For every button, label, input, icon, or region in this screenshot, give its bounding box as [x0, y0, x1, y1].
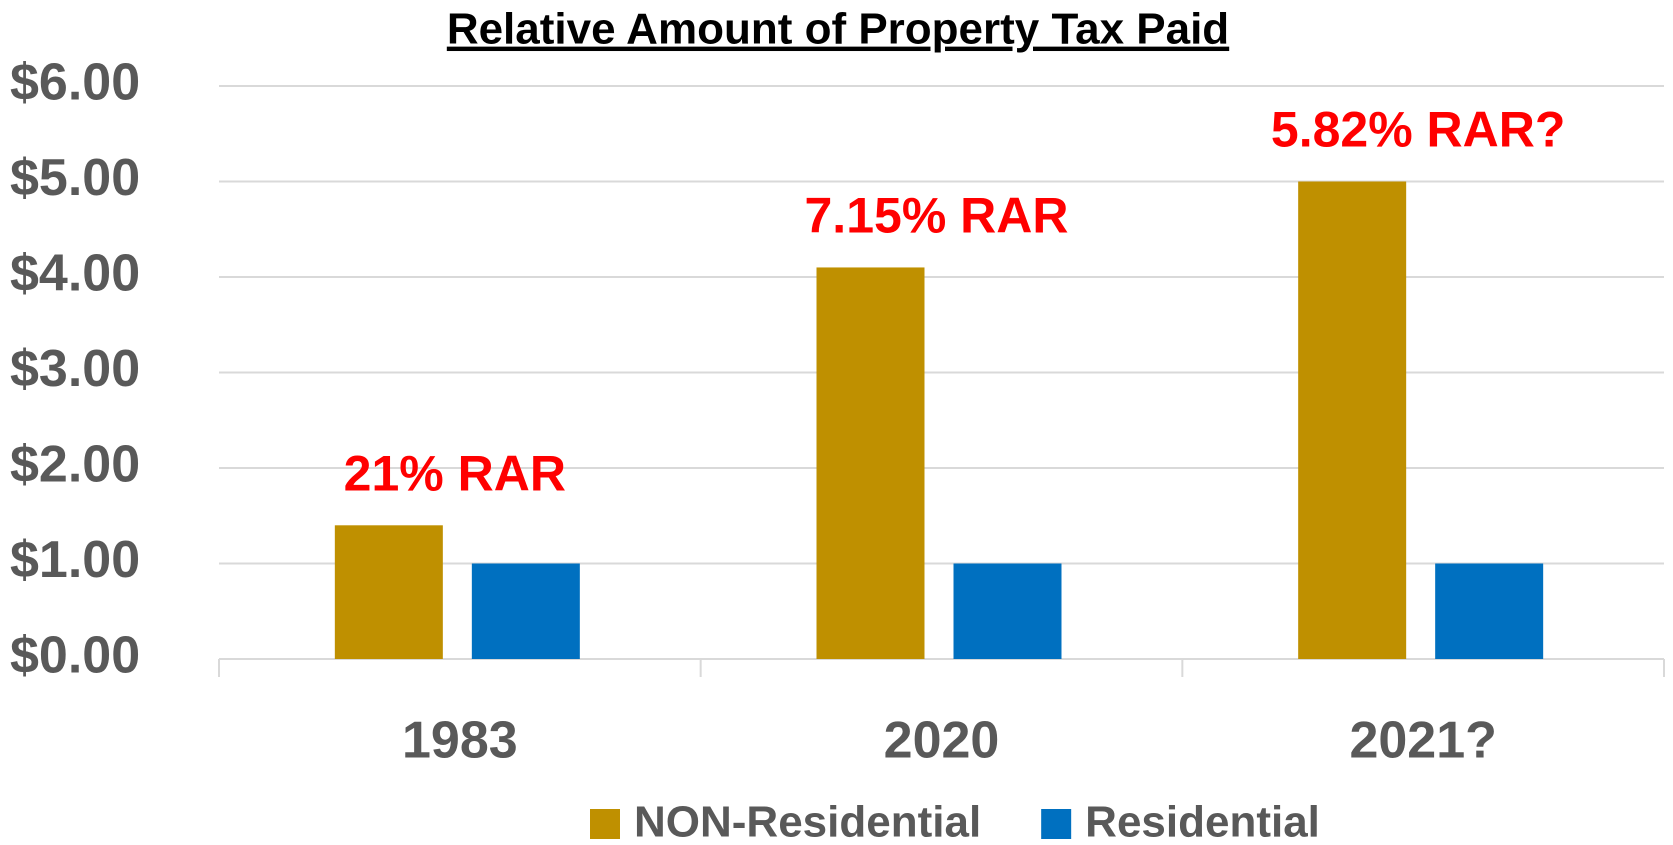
bar	[334, 525, 443, 659]
bar	[471, 563, 580, 659]
bar	[953, 563, 1062, 659]
y-tick-label: $2.00	[10, 436, 140, 494]
y-tick-label: $4.00	[10, 245, 140, 303]
annotation: 5.82% RAR?	[1271, 102, 1566, 158]
x-tick-label: 2021?	[1349, 712, 1496, 770]
x-tick-label: 2020	[884, 712, 1000, 770]
y-tick-label: $3.00	[10, 340, 140, 398]
bar	[816, 267, 925, 659]
bar	[1298, 181, 1407, 659]
legend-swatch	[590, 809, 620, 839]
y-tick-label: $5.00	[10, 149, 140, 207]
legend-label: Residential	[1085, 798, 1320, 845]
bar	[1435, 563, 1544, 659]
chart-title: Relative Amount of Property Tax Paid	[447, 5, 1229, 54]
legend-swatch	[1041, 809, 1072, 839]
legend-label: NON-Residential	[634, 798, 981, 845]
y-tick-label: $6.00	[10, 54, 140, 112]
annotation: 21% RAR	[344, 446, 566, 502]
x-tick-label: 1983	[402, 712, 518, 770]
annotation: 7.15% RAR	[805, 188, 1069, 244]
y-tick-label: $0.00	[10, 627, 140, 685]
y-tick-label: $1.00	[10, 531, 140, 589]
